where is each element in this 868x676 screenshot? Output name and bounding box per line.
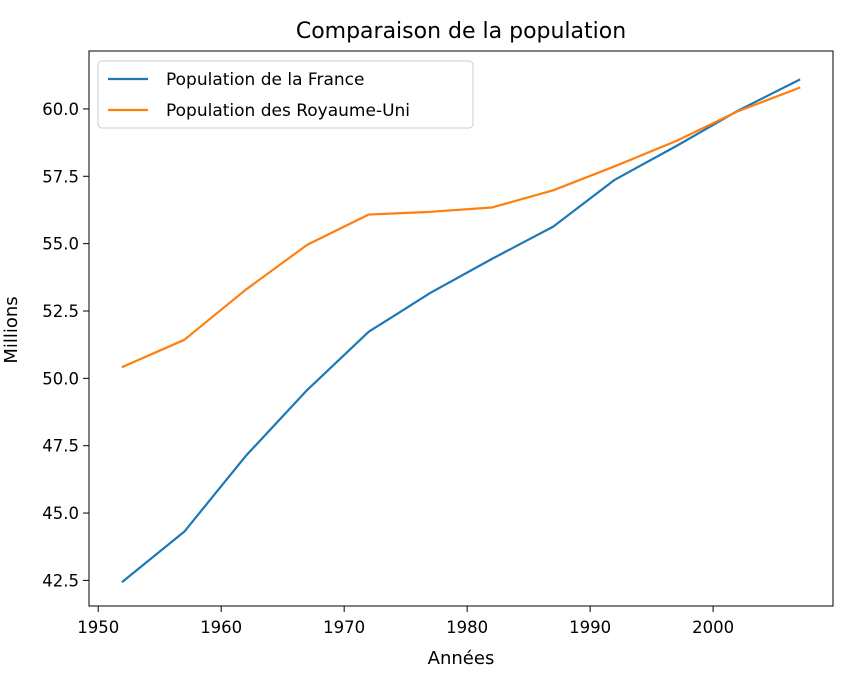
x-axis-label: Années — [428, 648, 495, 669]
x-tick-label: 2000 — [692, 618, 734, 637]
y-axis: 42.5 45.0 47.5 50.0 52.5 55.0 57.5 60.0 — [42, 100, 89, 590]
series-line-1 — [121, 86, 801, 369]
y-tick-label: 50.0 — [42, 369, 79, 388]
y-tick-label: 47.5 — [42, 437, 79, 456]
plot-area — [89, 51, 833, 606]
legend-box — [97, 60, 474, 129]
chart-title: Comparaison de la population — [296, 19, 626, 44]
x-tick-label: 1950 — [77, 618, 119, 637]
y-axis-label: Millions — [1, 296, 22, 363]
x-tick-label: 1990 — [569, 618, 611, 637]
series-layer — [121, 78, 801, 584]
y-tick-label: 52.5 — [42, 302, 79, 321]
y-tick-label: 55.0 — [42, 235, 79, 254]
x-tick-label: 1980 — [446, 618, 488, 637]
plot-background — [89, 51, 833, 606]
x-tick-label: 1970 — [323, 618, 365, 637]
plot-frame — [88, 50, 834, 607]
y-tick-label: 60.0 — [42, 100, 79, 119]
y-tick-label: 42.5 — [42, 571, 79, 590]
x-axis: 1950 1960 1970 1980 1990 2000 — [77, 606, 734, 637]
legend-label-uk: Population des Royaume-Uni — [166, 101, 410, 121]
y-tick-label: 57.5 — [42, 167, 79, 186]
y-tick-label: 45.0 — [42, 504, 79, 523]
legend-label-france: Population de la France — [166, 70, 364, 90]
x-tick-label: 1960 — [200, 618, 242, 637]
legend: Population de la France Population des R… — [97, 60, 474, 129]
series-line-0 — [121, 78, 801, 584]
